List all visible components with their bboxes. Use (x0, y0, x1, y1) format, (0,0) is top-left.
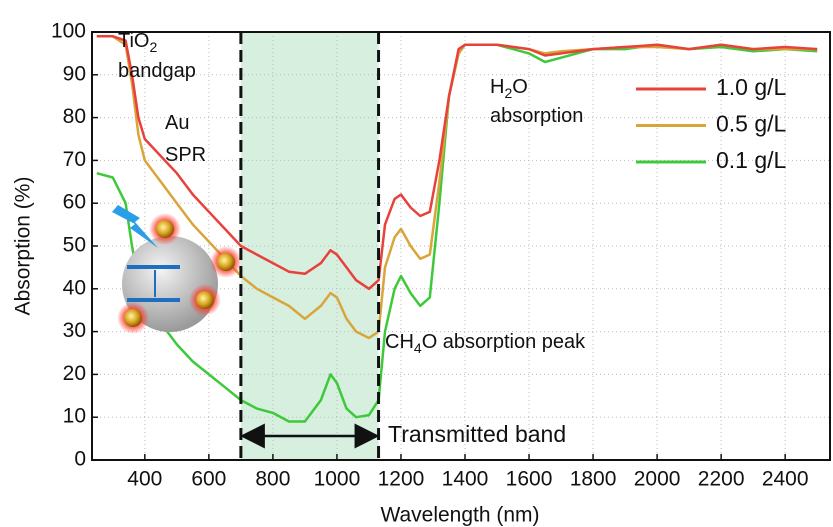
annotation-text: O (512, 76, 528, 98)
x-tick-label: 800 (255, 468, 290, 491)
legend-label: 1.0 g/L (716, 74, 787, 100)
annotation-text: TiO (118, 30, 149, 52)
x-tick-label: 2400 (762, 468, 809, 491)
y-tick-label: 50 (63, 234, 86, 257)
x-tick-label: 2200 (698, 468, 745, 491)
y-tick-label: 30 (63, 319, 86, 342)
annotation: bandgap (118, 60, 196, 82)
annotation-text: SPR (165, 144, 206, 166)
x-axis-title: Wavelength (nm) (380, 504, 539, 527)
legend-label: 0.1 g/L (716, 147, 787, 173)
y-tick-label: 40 (63, 276, 86, 299)
annotation: absorption (490, 105, 583, 127)
subscript: 2 (504, 85, 512, 101)
annotation-text: bandgap (118, 60, 196, 82)
annotation-text: O absorption peak (422, 331, 586, 353)
y-tick-label: 20 (63, 362, 86, 385)
subscript: 4 (414, 340, 422, 356)
annotation-text: Transmitted band (388, 421, 566, 447)
annotation: Au (165, 112, 189, 134)
y-tick-label: 60 (63, 191, 86, 214)
x-tick-label: 1200 (378, 468, 425, 491)
y-tick-label: 0 (74, 448, 86, 471)
y-tick-label: 10 (63, 405, 86, 428)
annotation: H2O (490, 76, 528, 100)
inset-illustration (112, 205, 242, 334)
y-tick-label: 70 (63, 148, 86, 171)
annotation: TiO2 (118, 30, 157, 54)
y-tick-label: 90 (63, 62, 86, 85)
x-tick-label: 2000 (634, 468, 681, 491)
annotation: Transmitted band (388, 421, 566, 447)
x-tick-label: 1000 (314, 468, 361, 491)
annotation-text: absorption (490, 105, 583, 127)
annotation-text: H (490, 76, 504, 98)
subscript: 2 (149, 39, 157, 55)
annotation: CH4O absorption peak (385, 331, 586, 355)
legend-label: 0.5 g/L (716, 111, 787, 137)
y-tick-label: 100 (51, 20, 86, 43)
data-line (96, 43, 818, 423)
annotation: SPR (165, 144, 206, 166)
x-tick-label: 1800 (570, 468, 617, 491)
annotation-text: CH (385, 331, 414, 353)
x-tick-label: 1400 (442, 468, 489, 491)
x-tick-label: 400 (127, 468, 162, 491)
y-tick-label: 80 (63, 105, 86, 128)
data-line (96, 35, 818, 291)
x-tick-label: 600 (191, 468, 226, 491)
annotation-text: Au (165, 112, 189, 134)
y-axis-title: Absorption (%) (12, 177, 35, 316)
transmitted-band (240, 32, 379, 460)
x-tick-label: 1600 (506, 468, 553, 491)
